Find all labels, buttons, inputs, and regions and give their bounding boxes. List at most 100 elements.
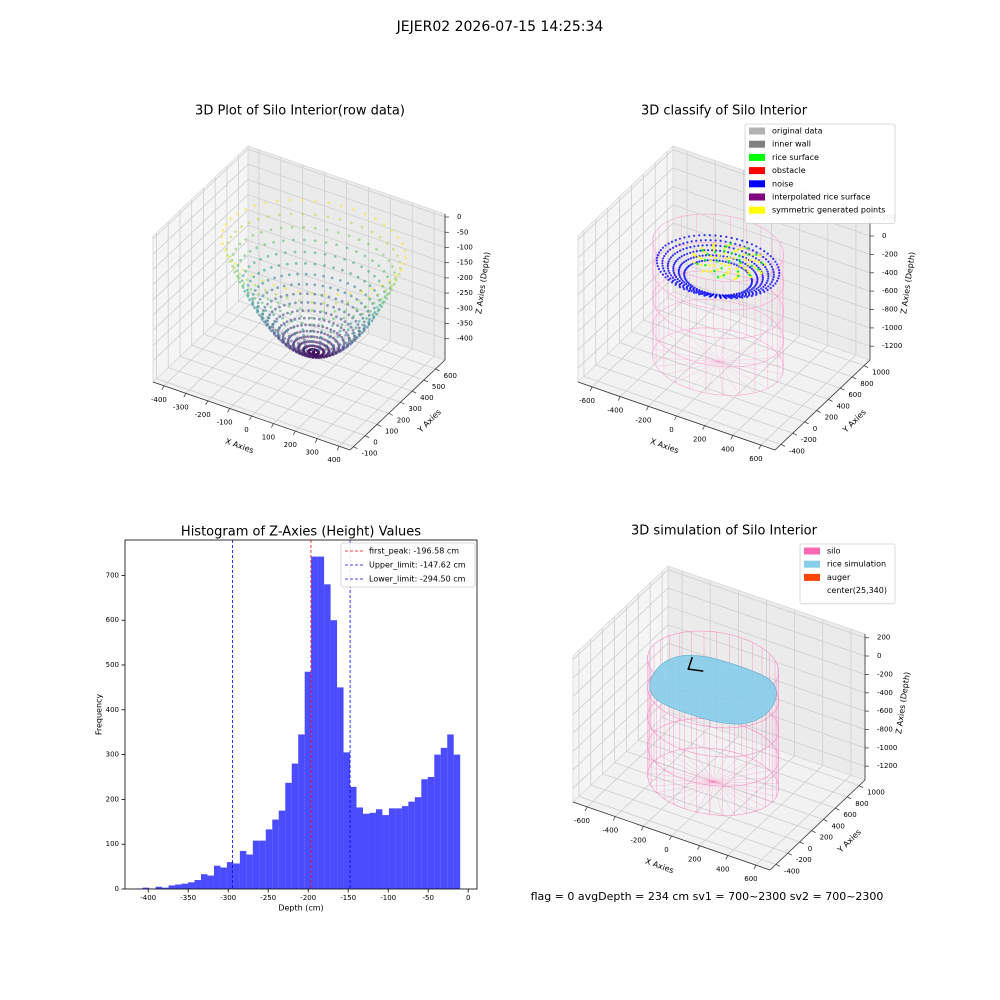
point xyxy=(311,340,314,343)
point xyxy=(329,286,332,290)
y-tick-label: 700 xyxy=(106,571,119,579)
point xyxy=(226,253,229,257)
point xyxy=(681,262,684,265)
tick-mark xyxy=(697,845,700,850)
z-tick-label: -1000 xyxy=(877,744,897,752)
point xyxy=(281,313,285,317)
point xyxy=(354,319,358,323)
point xyxy=(769,255,772,258)
point xyxy=(397,273,401,276)
point xyxy=(289,312,292,316)
point xyxy=(373,217,377,221)
point xyxy=(689,257,693,260)
point xyxy=(270,310,274,314)
grid-line xyxy=(577,259,871,351)
point xyxy=(322,351,326,354)
point xyxy=(655,259,659,262)
point xyxy=(659,270,662,273)
tick-mark xyxy=(400,401,405,405)
point xyxy=(377,279,381,283)
grid-line xyxy=(661,571,860,786)
silo-spoke xyxy=(713,770,770,782)
point xyxy=(228,260,232,263)
x-axis-label: X Axies xyxy=(649,437,680,456)
point xyxy=(734,253,737,256)
bar xyxy=(401,806,409,889)
y-tick-label: 0 xyxy=(373,439,377,447)
point xyxy=(715,254,718,257)
bar xyxy=(350,786,357,889)
point xyxy=(738,292,741,295)
y-tick-label: 400 xyxy=(106,706,119,714)
x-tick-label: -600 xyxy=(579,397,595,405)
point xyxy=(718,254,721,257)
point xyxy=(304,335,307,339)
point xyxy=(317,348,321,352)
tick-mark xyxy=(271,423,274,428)
x-tick-label: 400 xyxy=(716,865,729,873)
point xyxy=(241,274,245,278)
bar xyxy=(220,867,227,889)
point xyxy=(264,309,268,313)
point xyxy=(296,341,300,345)
x-tick-label: 300 xyxy=(305,449,318,457)
point xyxy=(666,275,669,278)
tick-mark xyxy=(589,386,593,392)
point xyxy=(288,198,291,202)
point xyxy=(678,266,681,270)
point xyxy=(728,256,731,260)
point xyxy=(689,283,692,287)
point xyxy=(333,255,337,258)
point xyxy=(313,226,317,230)
point xyxy=(723,247,726,250)
point xyxy=(727,294,730,297)
grid-line xyxy=(643,590,739,827)
bar xyxy=(298,734,305,889)
point xyxy=(693,234,696,237)
x-tick-label: 200 xyxy=(284,441,297,449)
point xyxy=(706,253,709,256)
y-axis-label: Y Axies xyxy=(840,408,868,436)
bar xyxy=(259,840,266,889)
point xyxy=(390,229,394,233)
silo-spoke xyxy=(651,781,714,787)
point xyxy=(725,235,728,238)
point xyxy=(709,270,712,273)
point xyxy=(703,234,706,237)
silo-spoke xyxy=(712,781,723,816)
point xyxy=(339,204,343,208)
x-tick-label: 0 xyxy=(466,894,470,902)
point xyxy=(741,261,744,264)
point xyxy=(740,291,743,294)
point xyxy=(677,268,681,271)
z-tick-label: -600 xyxy=(882,287,898,295)
point xyxy=(272,331,276,334)
point xyxy=(269,299,273,303)
point xyxy=(338,329,342,333)
point xyxy=(277,213,281,217)
point xyxy=(664,252,668,255)
point xyxy=(323,264,326,267)
point xyxy=(290,283,293,287)
grid-line xyxy=(626,605,824,820)
point xyxy=(759,290,762,293)
point xyxy=(313,251,317,255)
point xyxy=(352,315,355,318)
point xyxy=(292,343,296,347)
point xyxy=(747,253,750,256)
point xyxy=(302,316,306,320)
bar xyxy=(285,782,292,889)
point xyxy=(314,340,318,344)
point xyxy=(727,271,730,274)
point xyxy=(680,263,683,266)
point xyxy=(750,243,754,246)
bar xyxy=(213,865,221,889)
point xyxy=(748,266,752,269)
point xyxy=(333,352,337,355)
legend-label: auger xyxy=(827,573,851,582)
point xyxy=(324,311,328,315)
point xyxy=(330,276,334,280)
grid-line xyxy=(648,170,744,407)
point xyxy=(336,324,339,327)
point xyxy=(316,330,320,334)
